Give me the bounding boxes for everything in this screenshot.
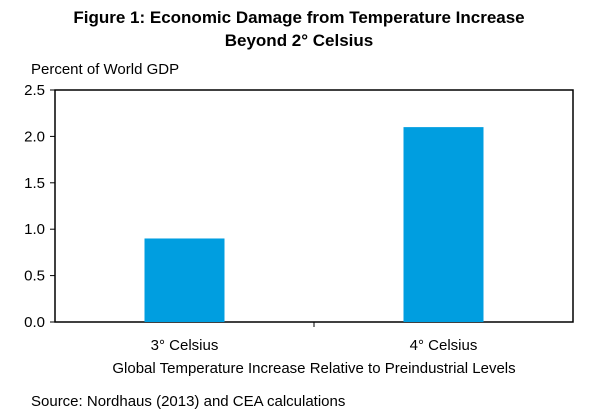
y-tick-label: 0.5 xyxy=(24,268,45,285)
bar xyxy=(403,127,484,323)
plot-frame xyxy=(54,89,574,323)
y-tick-label: 1.0 xyxy=(24,221,45,238)
x-tick-label: 3° Celsius xyxy=(151,337,219,354)
y-tick-label: 2.0 xyxy=(24,128,45,145)
y-axis-label: Percent of World GDP xyxy=(31,61,180,78)
chart-title: Figure 1: Economic Damage from Temperatu… xyxy=(0,6,598,52)
source-note: Source: Nordhaus (2013) and CEA calculat… xyxy=(31,393,346,410)
chart-title-line-1: Figure 1: Economic Damage from Temperatu… xyxy=(73,8,525,27)
y-tick-label: 1.5 xyxy=(24,175,45,192)
y-tick-label: 0.0 xyxy=(24,314,45,331)
bar xyxy=(144,238,225,322)
y-tick-label: 2.5 xyxy=(24,82,45,99)
x-axis-label: Global Temperature Increase Relative to … xyxy=(112,360,515,377)
x-tick-label: 4° Celsius xyxy=(410,337,478,354)
chart-title-line-2: Beyond 2° Celsius xyxy=(224,31,374,50)
